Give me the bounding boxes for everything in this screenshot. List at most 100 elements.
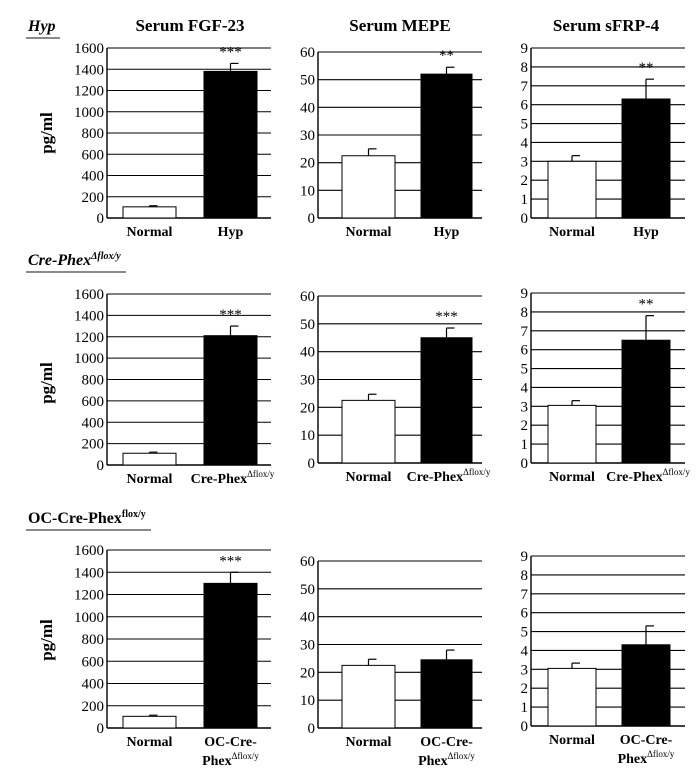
row-label-main: Cre-Phex	[28, 252, 91, 269]
y-tick-label: 5	[521, 625, 529, 641]
x-label-main: Normal	[127, 735, 173, 750]
y-tick-label: 40	[300, 100, 315, 116]
y-tick-label: 1600	[74, 287, 104, 303]
x-tick-label: Normal	[127, 735, 173, 750]
bar-mutant	[621, 644, 671, 727]
y-tick-label: 800	[82, 373, 105, 389]
y-tick-label: 20	[300, 400, 315, 416]
significance-marker: **	[639, 297, 654, 313]
y-tick-label: 0	[97, 721, 105, 737]
y-tick-label: 40	[300, 345, 315, 361]
x-tick-label: Normal	[346, 225, 392, 240]
row-label: Hyp	[27, 18, 56, 35]
x-tick-label: Normal	[127, 225, 173, 240]
x-tick-label: Normal	[346, 470, 392, 485]
panel-r1-c1: 0 10 20 30 40 50 60 Normal Cre-PhexΔflox/y ***	[300, 289, 491, 485]
panel-r1-c2: 0 1 2 3 4 5 6 7 8 9 Normal Cre-PhexΔflox/y **	[521, 286, 691, 485]
row-label-main: OC-Cre-Phex	[28, 510, 122, 527]
x-label-sup: Δflox/y	[463, 467, 491, 477]
bar-normal	[341, 664, 396, 729]
x-label-line2: Phex	[202, 754, 232, 769]
x-label-line2: Phex	[418, 754, 448, 769]
y-tick-label: 40	[300, 610, 315, 626]
significance-marker: ***	[219, 44, 242, 60]
panel-r0-c1: 0 10 20 30 40 50 60 Normal Hyp **	[300, 45, 482, 240]
x-label-main: Normal	[346, 735, 392, 750]
panel-r0-c2: 0 1 2 3 4 5 6 7 8 9 Normal Hyp **	[521, 41, 685, 240]
x-label-main: OC-Cre-	[620, 733, 673, 748]
x-label-main: Normal	[549, 470, 595, 485]
y-tick-label: 50	[300, 73, 315, 89]
bar-normal	[341, 155, 396, 219]
y-tick-label: 400	[82, 169, 105, 185]
x-tick-label: Normal	[549, 733, 595, 748]
y-tick-label: 30	[300, 638, 315, 654]
y-axis-label: pg/ml	[37, 362, 56, 404]
y-tick-label: 1200	[74, 84, 104, 100]
bar-mutant	[420, 337, 473, 464]
y-tick-label: 9	[521, 41, 529, 57]
y-tick-label: 1	[521, 700, 529, 716]
bar-normal	[122, 715, 177, 729]
x-label-main: Normal	[346, 225, 392, 240]
y-tick-label: 800	[82, 632, 105, 648]
bar-mutant	[420, 73, 473, 219]
y-tick-label: 10	[300, 428, 315, 444]
y-tick-label: 7	[521, 587, 529, 603]
y-tick-label: 50	[300, 582, 315, 598]
y-tick-label: 4	[521, 380, 529, 396]
y-tick-label: 2	[521, 681, 529, 697]
y-tick-label: 600	[82, 147, 105, 163]
x-label-main: Cre-Phex	[407, 470, 464, 485]
x-label-main: Cre-Phex	[606, 470, 663, 485]
x-tick-label: Cre-PhexΔflox/y	[606, 467, 690, 485]
y-tick-label: 3	[521, 399, 529, 415]
bar-mutant	[203, 582, 258, 729]
y-tick-label: 1400	[74, 565, 104, 581]
y-tick-label: 1400	[74, 308, 104, 324]
y-tick-label: 1200	[74, 588, 104, 604]
y-tick-label: 10	[300, 183, 315, 199]
panel-r0-c0: 0 200 400 600 800 1000 1200 1400 1600 Normal Hyp **…	[74, 41, 271, 240]
x-label-main: OC-Cre-	[420, 735, 473, 750]
y-tick-label: 10	[300, 693, 315, 709]
y-tick-label: 30	[300, 128, 315, 144]
x-tick-label-line2: PhexΔflox/y	[418, 751, 475, 769]
y-tick-label: 60	[300, 289, 315, 305]
y-tick-label: 8	[521, 305, 529, 321]
y-tick-label: 1400	[74, 62, 104, 78]
y-tick-label: 0	[308, 211, 316, 227]
panel-r1-c0: 0 200 400 600 800 1000 1200 1400 1600 Normal Cre-P…	[74, 287, 275, 487]
y-tick-label: 6	[521, 343, 529, 359]
y-tick-label: 1	[521, 437, 529, 453]
x-tick-label: Normal	[346, 735, 392, 750]
x-label-line2: Phex	[618, 752, 648, 767]
x-label-sup: Δflox/y	[647, 749, 675, 759]
x-tick-label: Normal	[549, 225, 595, 240]
x-label-main: Cre-Phex	[191, 472, 248, 487]
x-tick-label: Normal	[127, 472, 173, 487]
y-tick-label: 9	[521, 549, 529, 565]
x-label-main: Normal	[549, 733, 595, 748]
y-tick-label: 1	[521, 192, 529, 208]
y-tick-label: 20	[300, 665, 315, 681]
y-tick-label: 800	[82, 126, 105, 142]
y-axis-label: pg/ml	[37, 619, 56, 661]
bar-mutant	[420, 659, 473, 729]
significance-marker: ***	[435, 309, 458, 325]
x-tick-label: Cre-PhexΔflox/y	[407, 467, 491, 485]
x-label-main: Normal	[127, 472, 173, 487]
y-tick-label: 2	[521, 173, 529, 189]
x-tick-label: Hyp	[434, 225, 460, 240]
x-label-sup: Δflox/y	[247, 469, 275, 479]
y-tick-label: 7	[521, 79, 529, 95]
y-tick-label: 8	[521, 568, 529, 584]
y-tick-label: 200	[82, 437, 105, 453]
significance-marker: ***	[219, 307, 242, 323]
row-label: OC-Cre-Phexflox/y	[28, 509, 146, 527]
y-tick-label: 9	[521, 286, 529, 302]
x-label-main: Normal	[127, 225, 173, 240]
y-tick-label: 60	[300, 554, 315, 570]
